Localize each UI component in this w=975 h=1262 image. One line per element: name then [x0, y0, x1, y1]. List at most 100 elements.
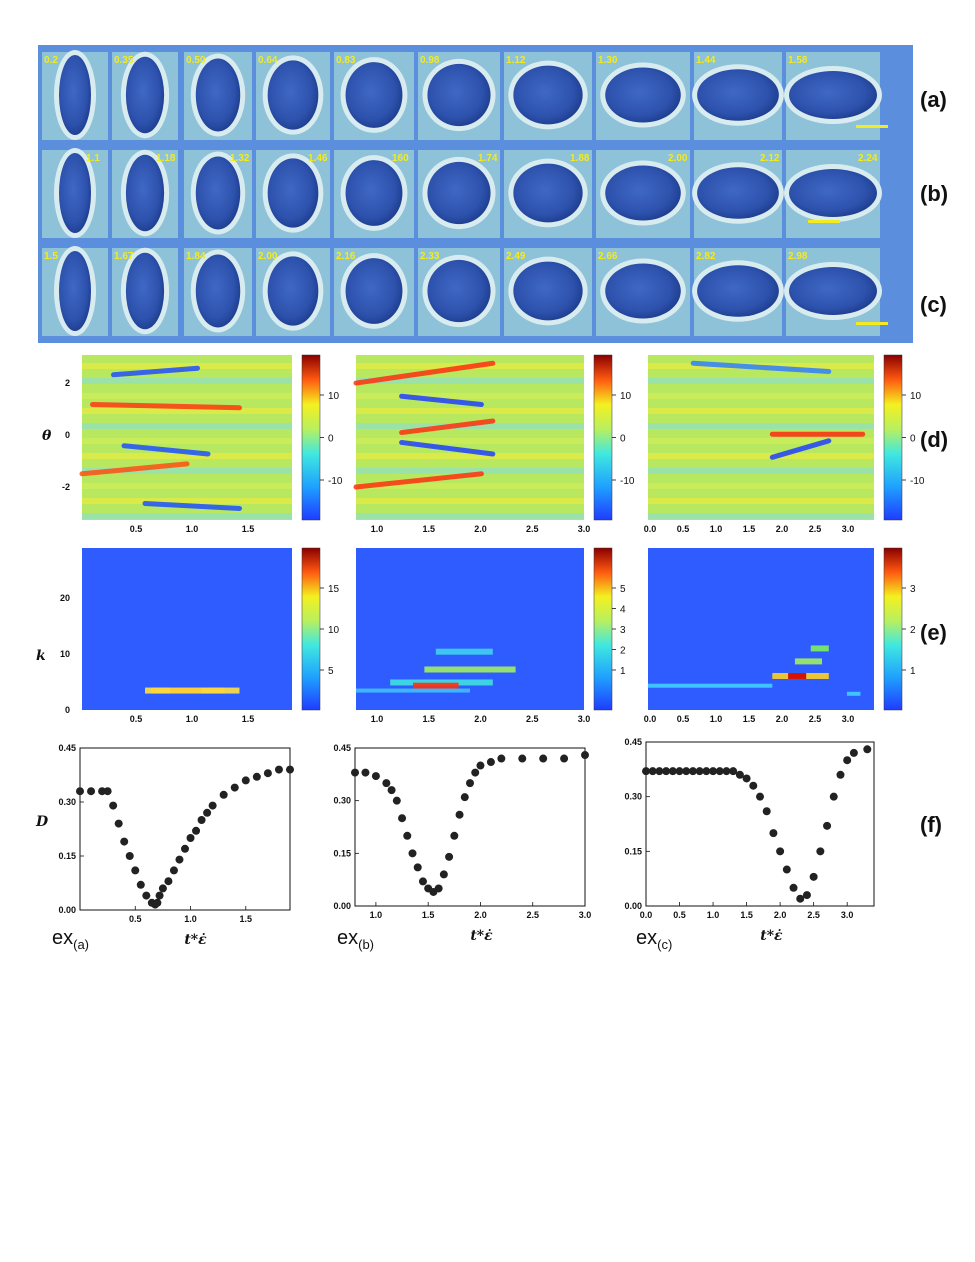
cell-body [267, 60, 319, 130]
data-point [109, 801, 118, 810]
x-tick-label: 2.5 [526, 714, 539, 724]
data-point [796, 894, 805, 903]
data-point [361, 768, 370, 777]
theta-heatmap: 10 0 -10 0.5 1.0 1.5 [79, 354, 343, 534]
y-tick-label: 0.15 [333, 848, 351, 858]
micrograph-frame: 1.18 [112, 149, 178, 238]
data-point [695, 767, 704, 776]
micrograph-frame: 1.44 [692, 52, 784, 140]
scale-bar [856, 125, 888, 128]
x-tick-label: 1.0 [710, 524, 723, 534]
heatmap-streak [142, 501, 242, 511]
data-point [709, 767, 718, 776]
heatmap-streak [399, 418, 496, 436]
data-point [648, 767, 657, 776]
data-point [125, 852, 134, 860]
panel-label-a: (a) [920, 87, 947, 112]
data-point [403, 831, 412, 840]
micrograph-frame: 1.1 [42, 148, 108, 238]
colorbar-tick: -10 [910, 476, 925, 487]
x-tick-label: 2.0 [776, 714, 789, 724]
cell-body [605, 263, 681, 319]
data-point [382, 779, 391, 788]
data-point [486, 758, 495, 767]
x-tick-label: 1.5 [743, 524, 756, 534]
data-point [114, 819, 123, 828]
y-tick-label: 0 [65, 430, 70, 440]
micrograph-frame: 2.12 [692, 150, 784, 238]
data-point [789, 883, 798, 892]
cell-body [697, 265, 779, 317]
y-tick-label: 0.00 [624, 901, 642, 911]
time-label: 2.98 [788, 251, 808, 262]
time-label: 1.84 [186, 251, 206, 262]
k-heatmap: 5 4 3 2 1 1.0 1.5 2.0 2.5 3.0 [356, 547, 626, 724]
data-point [729, 767, 738, 776]
y-tick-label: 0.15 [58, 851, 76, 861]
deformation-plot: 0.00 0.15 0.30 0.45 0.0 0.5 1.0 1.5 2.0 2.5 3.0 t*ε… [624, 737, 875, 944]
heatmap-blob [810, 645, 829, 652]
heatmap-area [356, 548, 584, 710]
data-point [715, 767, 724, 776]
x-axis-label: t*ε̇ [470, 927, 493, 944]
x-tick-label: 3.0 [842, 714, 855, 724]
micrograph-frame: 0.64 [256, 52, 330, 140]
cell-body [345, 62, 403, 128]
heatmap-streak [121, 443, 211, 457]
y-tick-label: 0.45 [624, 737, 642, 747]
y-tick-label: 0.30 [58, 797, 76, 807]
colorbar-tick: -10 [328, 476, 343, 487]
data-point [164, 877, 173, 886]
micrograph-frame: 0.83 [334, 52, 414, 140]
data-point [208, 801, 217, 810]
heatmap-band [356, 378, 584, 384]
cell-body [605, 165, 681, 221]
cell-body [605, 67, 681, 123]
data-point [581, 751, 589, 760]
cell-body [125, 154, 165, 232]
theta-heatmap: 10 0 -10 1.0 1.5 2.0 2.5 3.0 [353, 354, 635, 534]
x-tick-label: 1.5 [242, 714, 255, 724]
x-tick-label: 1.5 [743, 714, 756, 724]
data-point [413, 863, 422, 872]
x-tick-label: 0.5 [677, 714, 690, 724]
heatmap-blob [794, 658, 823, 665]
micrograph-frame: 1.5 [42, 246, 108, 336]
cell-body [427, 259, 491, 323]
micrograph-panel: 0.2 0.35 0.50 0.64 0.83 0.98 1.12 1.30 1.44 1.58 1… [38, 45, 913, 343]
x-tick-label: 0.0 [644, 524, 657, 534]
micrograph-frame: 1.46 [256, 150, 330, 238]
micrograph-frame: 0.98 [418, 52, 500, 140]
x-tick-label: 0.0 [640, 910, 653, 920]
x-tick-label: 2.0 [474, 910, 487, 920]
heatmap-band [356, 393, 584, 399]
time-label: 1.58 [788, 55, 808, 66]
heatmap-blob [145, 687, 240, 694]
heatmap-blob [356, 688, 470, 693]
cell-body [267, 158, 319, 228]
time-label: 2.16 [336, 251, 356, 262]
k-heatmap-row: 15 10 5 0.5 1.0 1.5 5 4 3 2 1 1.0 1.5 2.0 2.5 3.0 3 2 1 0.0… [36, 547, 916, 724]
ex-label-c: ex(c) [636, 927, 673, 952]
data-point [836, 770, 845, 779]
x-tick-label: 2.5 [807, 910, 820, 920]
panel-label-b: (b) [920, 181, 949, 206]
data-point [98, 787, 107, 796]
heatmap-band [82, 453, 292, 459]
deformation-plot: 0.00 0.15 0.30 0.45 1.0 1.5 2.0 2.5 3.0 t*ε̇ [333, 743, 591, 944]
x-tick-label: 2.5 [809, 524, 822, 534]
time-label: 160 [392, 153, 409, 164]
data-point [274, 765, 283, 774]
data-point [849, 748, 858, 757]
y-tick-label: 2 [65, 378, 70, 388]
data-point [434, 884, 443, 893]
heatmap-band [648, 483, 874, 489]
x-tick-label: 1.0 [186, 714, 199, 724]
x-tick-label: 2.0 [774, 910, 787, 920]
micrograph-frame: 1.74 [418, 150, 500, 238]
heatmap-band [82, 513, 292, 519]
time-label: 2.66 [598, 251, 618, 262]
heatmap-blob [390, 679, 493, 686]
micrograph-frame: 2.49 [504, 248, 592, 336]
